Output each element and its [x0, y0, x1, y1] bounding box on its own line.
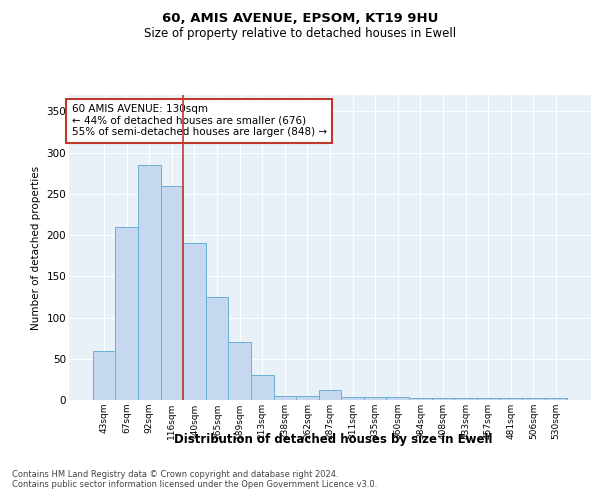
- Bar: [115, 227, 138, 400]
- Bar: [183, 244, 206, 400]
- Bar: [364, 396, 386, 400]
- Text: Contains HM Land Registry data © Crown copyright and database right 2024.
Contai: Contains HM Land Registry data © Crown c…: [12, 470, 377, 490]
- Text: 60, AMIS AVENUE, EPSOM, KT19 9HU: 60, AMIS AVENUE, EPSOM, KT19 9HU: [162, 12, 438, 26]
- Bar: [138, 165, 161, 400]
- Bar: [93, 350, 115, 400]
- Bar: [251, 376, 274, 400]
- Bar: [499, 398, 522, 400]
- Bar: [545, 398, 567, 400]
- Bar: [274, 396, 296, 400]
- Bar: [386, 396, 409, 400]
- Bar: [409, 398, 431, 400]
- Bar: [341, 396, 364, 400]
- Bar: [431, 398, 454, 400]
- Text: Distribution of detached houses by size in Ewell: Distribution of detached houses by size …: [174, 432, 492, 446]
- Bar: [161, 186, 183, 400]
- Bar: [522, 398, 545, 400]
- Y-axis label: Number of detached properties: Number of detached properties: [31, 166, 41, 330]
- Text: Size of property relative to detached houses in Ewell: Size of property relative to detached ho…: [144, 28, 456, 40]
- Bar: [477, 398, 499, 400]
- Text: 60 AMIS AVENUE: 130sqm
← 44% of detached houses are smaller (676)
55% of semi-de: 60 AMIS AVENUE: 130sqm ← 44% of detached…: [71, 104, 327, 138]
- Bar: [319, 390, 341, 400]
- Bar: [206, 297, 229, 400]
- Bar: [229, 342, 251, 400]
- Bar: [454, 398, 477, 400]
- Bar: [296, 396, 319, 400]
